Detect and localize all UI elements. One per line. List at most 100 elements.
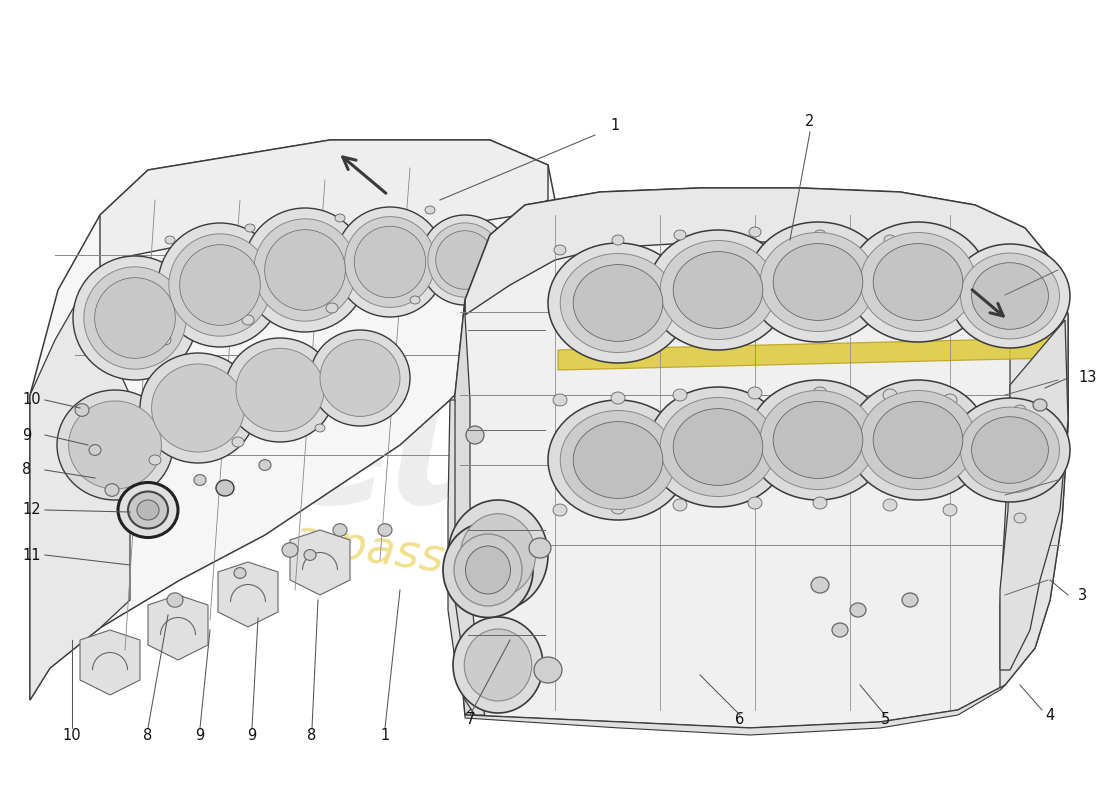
Ellipse shape	[902, 593, 918, 607]
Text: 10: 10	[22, 393, 41, 407]
Text: 3: 3	[1078, 587, 1087, 602]
Ellipse shape	[832, 623, 848, 637]
Ellipse shape	[950, 398, 1070, 502]
Text: 10: 10	[63, 727, 81, 742]
Ellipse shape	[883, 499, 896, 511]
Polygon shape	[450, 188, 1068, 728]
Ellipse shape	[553, 504, 566, 516]
Ellipse shape	[454, 534, 522, 606]
Ellipse shape	[648, 230, 788, 350]
Text: 85: 85	[768, 266, 952, 394]
Ellipse shape	[648, 387, 788, 507]
Ellipse shape	[674, 230, 686, 240]
Ellipse shape	[950, 244, 1070, 348]
Ellipse shape	[748, 380, 888, 500]
Ellipse shape	[534, 657, 562, 683]
Ellipse shape	[760, 233, 876, 331]
Ellipse shape	[160, 335, 170, 345]
Ellipse shape	[773, 243, 862, 320]
Text: 2: 2	[805, 114, 815, 130]
Ellipse shape	[140, 353, 256, 463]
Text: 6: 6	[736, 713, 745, 727]
Ellipse shape	[673, 251, 762, 328]
Ellipse shape	[610, 392, 625, 404]
Ellipse shape	[336, 207, 446, 317]
Ellipse shape	[873, 402, 962, 478]
Ellipse shape	[1033, 399, 1047, 411]
Polygon shape	[450, 300, 480, 715]
Ellipse shape	[971, 262, 1048, 330]
Ellipse shape	[554, 245, 566, 255]
Ellipse shape	[57, 390, 173, 500]
Ellipse shape	[68, 401, 162, 489]
Ellipse shape	[860, 233, 976, 331]
Polygon shape	[1000, 320, 1068, 670]
Polygon shape	[558, 338, 1055, 370]
Ellipse shape	[336, 214, 345, 222]
Ellipse shape	[282, 542, 298, 557]
Ellipse shape	[548, 243, 688, 363]
Text: 8: 8	[143, 727, 153, 742]
Ellipse shape	[660, 398, 776, 497]
Polygon shape	[148, 595, 208, 660]
Ellipse shape	[673, 499, 688, 511]
Ellipse shape	[265, 230, 345, 310]
Ellipse shape	[234, 568, 246, 578]
Ellipse shape	[813, 497, 827, 509]
Ellipse shape	[464, 629, 531, 701]
Polygon shape	[465, 685, 1005, 735]
Ellipse shape	[573, 422, 663, 498]
Ellipse shape	[813, 387, 827, 399]
Ellipse shape	[148, 455, 161, 465]
Ellipse shape	[848, 222, 988, 342]
Ellipse shape	[158, 223, 282, 347]
Ellipse shape	[165, 236, 175, 244]
Ellipse shape	[873, 243, 962, 320]
Polygon shape	[80, 630, 140, 695]
Text: 1: 1	[610, 118, 619, 133]
Ellipse shape	[73, 256, 197, 380]
Ellipse shape	[448, 500, 548, 610]
Ellipse shape	[236, 349, 324, 432]
Ellipse shape	[960, 407, 1059, 493]
Ellipse shape	[245, 224, 255, 232]
Text: 4: 4	[1045, 707, 1054, 722]
Polygon shape	[448, 400, 485, 715]
Ellipse shape	[760, 390, 876, 490]
Ellipse shape	[1014, 513, 1026, 523]
Polygon shape	[290, 530, 350, 595]
Ellipse shape	[944, 243, 956, 253]
Ellipse shape	[612, 235, 624, 245]
Ellipse shape	[118, 482, 178, 538]
Ellipse shape	[553, 394, 566, 406]
Ellipse shape	[1014, 405, 1026, 415]
Ellipse shape	[315, 424, 324, 432]
Ellipse shape	[152, 364, 244, 452]
Ellipse shape	[461, 514, 536, 596]
Ellipse shape	[960, 253, 1059, 339]
Ellipse shape	[232, 437, 244, 447]
Ellipse shape	[884, 235, 896, 245]
Ellipse shape	[226, 338, 336, 442]
Ellipse shape	[333, 524, 346, 536]
Ellipse shape	[75, 404, 89, 416]
Ellipse shape	[410, 296, 420, 304]
Ellipse shape	[883, 389, 896, 401]
Ellipse shape	[560, 254, 675, 353]
Ellipse shape	[443, 522, 534, 618]
Polygon shape	[30, 140, 556, 700]
Ellipse shape	[179, 245, 261, 326]
Text: a passion for: a passion for	[290, 517, 597, 603]
Ellipse shape	[848, 380, 988, 500]
Text: 9: 9	[196, 727, 205, 742]
Text: 11: 11	[22, 547, 41, 562]
Polygon shape	[558, 448, 1055, 478]
Ellipse shape	[89, 445, 101, 455]
Ellipse shape	[243, 208, 367, 332]
Ellipse shape	[304, 550, 316, 560]
Ellipse shape	[320, 339, 400, 416]
Ellipse shape	[748, 222, 888, 342]
Ellipse shape	[84, 267, 186, 369]
Ellipse shape	[943, 504, 957, 516]
Polygon shape	[1000, 268, 1068, 690]
